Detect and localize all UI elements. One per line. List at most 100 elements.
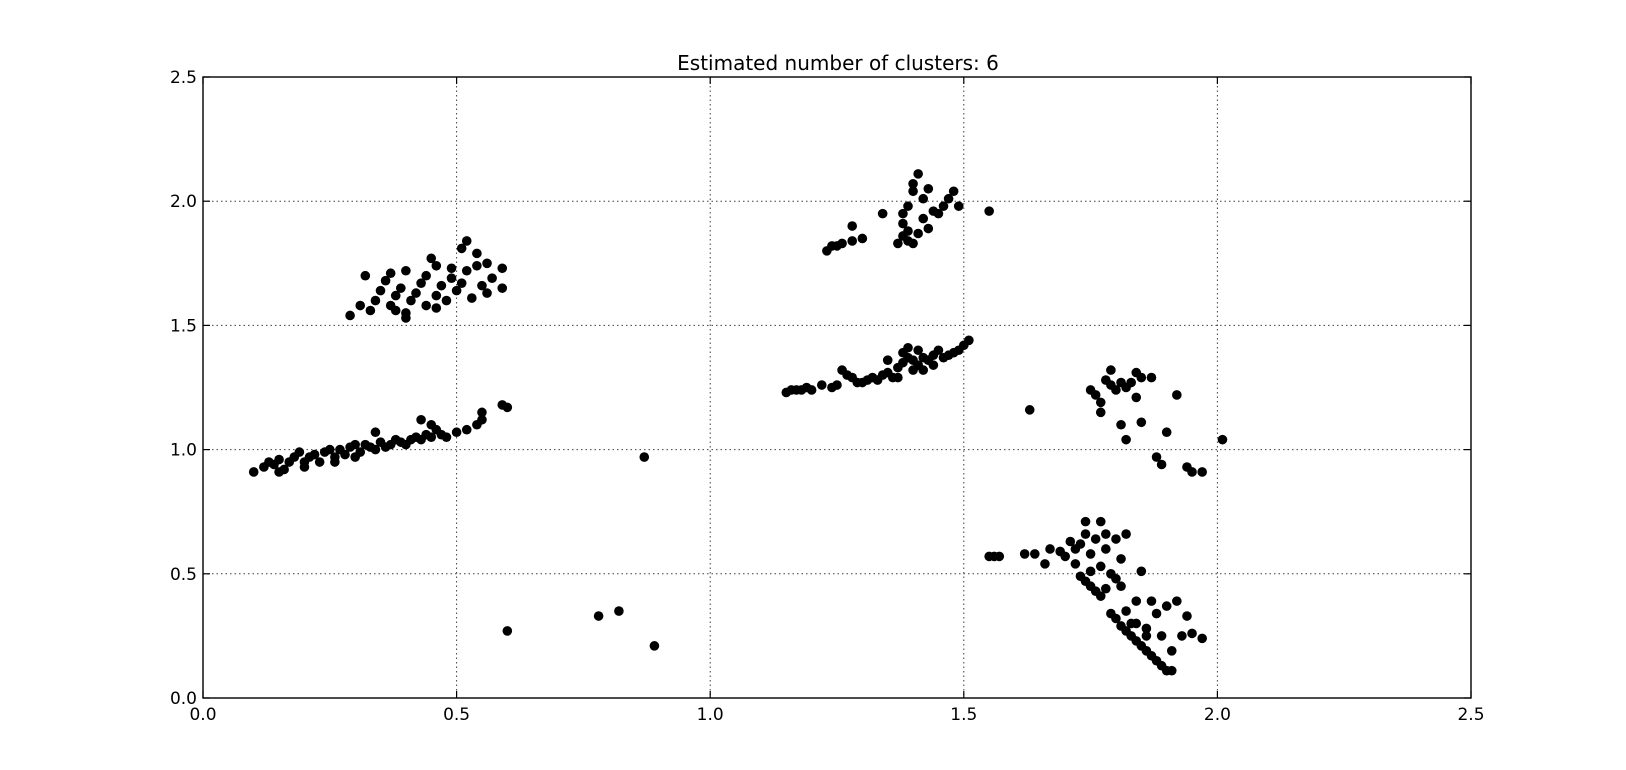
data-point: [442, 296, 452, 306]
data-point: [1177, 631, 1187, 641]
data-point: [1101, 529, 1111, 539]
data-point: [1101, 544, 1111, 554]
data-point: [371, 296, 381, 306]
data-point: [1137, 373, 1147, 383]
data-point: [1096, 562, 1106, 572]
data-point: [467, 293, 477, 303]
data-point: [350, 452, 360, 462]
data-point: [923, 184, 933, 194]
data-point: [1157, 460, 1167, 470]
data-point: [1218, 435, 1228, 445]
data-point: [330, 457, 340, 467]
x-tick-label: 2.0: [1204, 705, 1231, 725]
data-point: [1101, 584, 1111, 594]
data-point: [386, 268, 396, 278]
y-tick-label: 0.0: [170, 689, 197, 709]
data-point: [1025, 405, 1035, 415]
x-tick-label: 2.5: [1457, 705, 1484, 725]
x-tick-label: 1.0: [697, 705, 724, 725]
data-point: [503, 403, 513, 413]
data-point: [1167, 646, 1177, 656]
data-point: [1121, 606, 1131, 616]
data-point: [472, 261, 482, 271]
data-point: [1147, 596, 1157, 606]
data-point: [913, 229, 923, 239]
data-point: [477, 415, 487, 425]
data-point: [315, 457, 325, 467]
x-tick-label: 0.5: [443, 705, 470, 725]
data-point: [1081, 517, 1091, 527]
data-point: [908, 239, 918, 249]
data-points: [249, 169, 1227, 675]
data-point: [1182, 611, 1192, 621]
data-point: [1045, 544, 1055, 554]
data-point: [1142, 631, 1152, 641]
data-point: [411, 288, 421, 298]
data-point: [847, 236, 857, 246]
data-point: [1187, 629, 1197, 639]
data-point: [918, 214, 928, 224]
data-point: [376, 286, 386, 296]
data-point: [447, 263, 457, 273]
data-point: [847, 221, 857, 231]
data-point: [954, 201, 964, 211]
data-point: [1030, 549, 1040, 559]
data-point: [487, 273, 497, 283]
data-point: [923, 224, 933, 234]
y-tick-label: 1.0: [170, 441, 197, 461]
data-point: [883, 355, 893, 365]
data-point: [300, 457, 310, 467]
data-point: [1116, 420, 1126, 430]
data-point: [817, 380, 827, 390]
data-point: [1040, 559, 1050, 569]
data-point: [421, 301, 431, 311]
data-point: [447, 273, 457, 283]
data-point: [908, 179, 918, 189]
data-point: [432, 303, 442, 313]
y-tick-label: 1.5: [170, 316, 197, 336]
data-point: [995, 552, 1005, 562]
data-point: [913, 169, 923, 179]
data-point: [903, 226, 913, 236]
data-point: [462, 266, 472, 276]
data-point: [1131, 393, 1141, 403]
data-point: [1157, 631, 1167, 641]
data-point: [472, 249, 482, 259]
data-point: [1071, 559, 1081, 569]
data-point: [361, 271, 371, 281]
data-point: [1137, 417, 1147, 427]
data-point: [1106, 365, 1116, 375]
data-point: [437, 281, 447, 291]
data-point: [442, 432, 452, 442]
data-point: [1116, 581, 1126, 591]
data-point: [650, 641, 660, 651]
data-point: [1162, 601, 1172, 611]
data-point: [295, 447, 305, 457]
data-point: [462, 425, 472, 435]
data-point: [1020, 549, 1030, 559]
data-point: [1147, 373, 1157, 383]
data-point: [497, 263, 507, 273]
data-point: [1172, 596, 1182, 606]
data-point: [1096, 398, 1106, 408]
data-point: [1131, 619, 1141, 629]
data-point: [1197, 634, 1207, 644]
data-point: [964, 336, 974, 346]
data-point: [1137, 567, 1147, 577]
chart-title: Estimated number of clusters: 6: [677, 51, 999, 75]
data-point: [903, 343, 913, 353]
data-point: [426, 420, 436, 430]
data-point: [355, 301, 365, 311]
data-point: [1131, 596, 1141, 606]
data-point: [807, 385, 817, 395]
data-point: [1116, 554, 1126, 564]
data-point: [1197, 467, 1207, 477]
data-point: [893, 373, 903, 383]
data-point: [1086, 567, 1096, 577]
data-point: [1096, 408, 1106, 418]
data-point: [832, 380, 842, 390]
data-point: [1162, 427, 1172, 437]
data-point: [497, 283, 507, 293]
data-point: [858, 234, 868, 244]
